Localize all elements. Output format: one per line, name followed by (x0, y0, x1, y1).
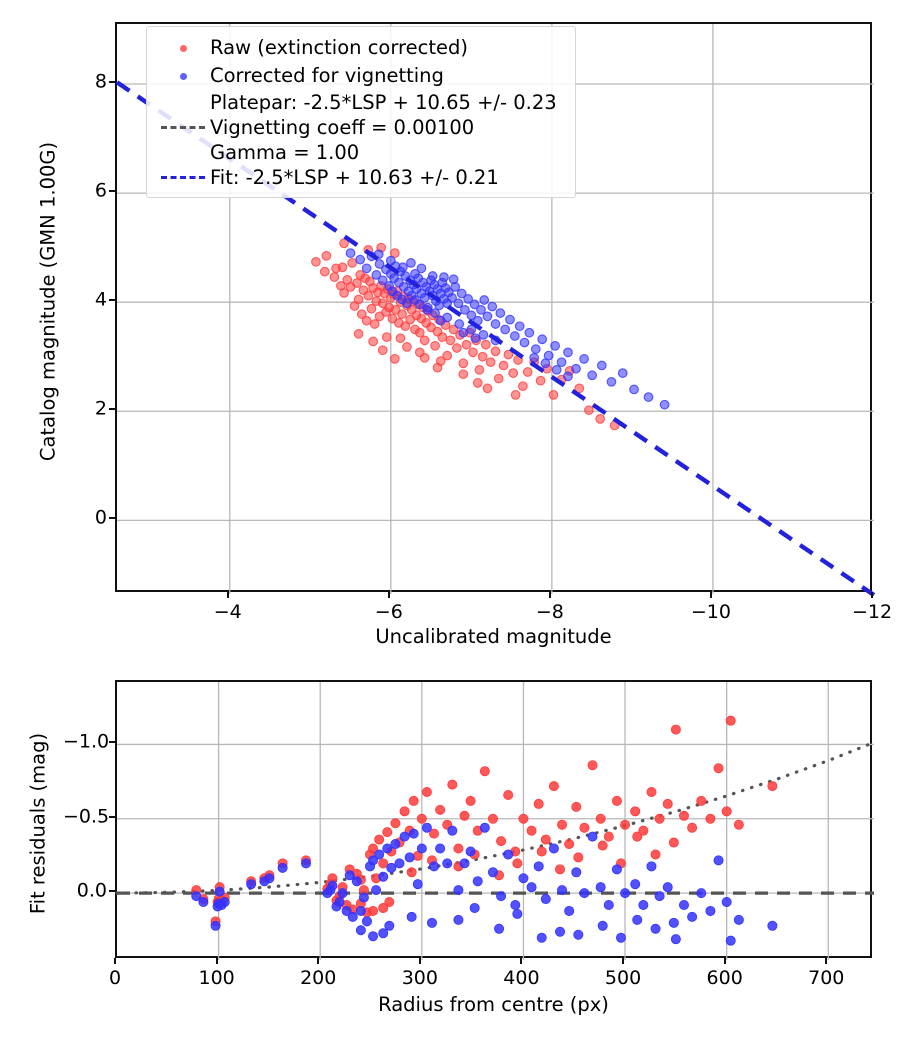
x-tick-label: 0 (108, 967, 122, 989)
legend-item-fit: Fit: -2.5*LSP + 10.63 +/- 0.21 (156, 165, 564, 190)
legend-marker-red-icon (156, 44, 210, 52)
y-tick-mark (109, 190, 115, 193)
residuals-x-axis-title: Radius from centre (px) (378, 993, 609, 1016)
y-tick-label: 0.0 (76, 879, 107, 902)
x-tick-label: −8 (535, 601, 564, 623)
legend-item-raw: Raw (extinction corrected) (156, 34, 564, 62)
legend-dashed-gray-icon (156, 126, 210, 129)
x-tick-label: −6 (374, 601, 403, 623)
y-tick-mark (109, 741, 115, 744)
x-tick-label: 100 (198, 967, 235, 989)
y-tick-label: 4 (94, 288, 107, 311)
x-tick-mark (520, 958, 523, 964)
y-tick-mark (109, 81, 115, 83)
x-tick-label: 700 (808, 967, 845, 989)
x-tick-label: −12 (851, 601, 893, 623)
y-tick-mark (109, 517, 115, 520)
legend-label-vignetting: Vignetting coeff = 0.00100 (210, 115, 475, 139)
legend-item-platepar: Platepar: -2.5*LSP + 10.65 +/- 0.23 (156, 90, 564, 115)
y-tick-label: 8 (94, 70, 107, 93)
y-tick-mark (109, 408, 115, 411)
legend-marker-blue-icon (156, 72, 210, 80)
x-tick-label: 600 (706, 967, 743, 989)
x-tick-label: −4 (213, 601, 242, 623)
y-tick-label: −1.0 (63, 730, 110, 753)
x-tick-label: 200 (300, 967, 337, 989)
x-tick-mark (871, 592, 873, 598)
x-tick-mark (418, 958, 421, 964)
x-tick-label: 300 (401, 967, 438, 989)
y-tick-mark (109, 890, 115, 893)
x-tick-mark (317, 958, 320, 964)
legend-label-corrected: Corrected for vignetting (210, 64, 444, 88)
legend-item-vignetting: Vignetting coeff = 0.00100 (156, 115, 564, 140)
calibration-legend: Raw (extinction corrected) Corrected for… (146, 26, 576, 198)
x-tick-label: 400 (503, 967, 540, 989)
legend-item-gamma: Gamma = 1.00 (156, 140, 564, 165)
legend-label-raw: Raw (extinction corrected) (210, 36, 468, 60)
series-corrected (191, 822, 778, 946)
x-tick-mark (709, 592, 712, 598)
legend-label-gamma: Gamma = 1.00 (210, 140, 360, 164)
x-tick-mark (723, 958, 726, 964)
legend-item-corrected: Corrected for vignetting (156, 62, 564, 90)
calibration-y-axis-title: Catalog magnitude (GMN 1.00G) (36, 141, 60, 462)
residuals-y-axis-title: Fit residuals (mag) (26, 732, 50, 915)
x-tick-label: −10 (690, 601, 731, 623)
residuals-plot-axes (115, 680, 874, 960)
x-tick-mark (226, 592, 229, 598)
x-tick-mark (387, 592, 390, 598)
y-tick-label: 0 (94, 506, 107, 529)
x-tick-mark (215, 958, 218, 964)
legend-label-platepar: Platepar: -2.5*LSP + 10.65 +/- 0.23 (210, 90, 557, 114)
legend-label-fit: Fit: -2.5*LSP + 10.63 +/- 0.21 (210, 165, 499, 189)
y-tick-mark (109, 815, 115, 818)
x-tick-mark (622, 958, 625, 964)
x-tick-mark (825, 958, 828, 964)
x-tick-mark (548, 592, 551, 598)
y-tick-label: 2 (94, 397, 107, 420)
y-tick-label: −0.5 (63, 805, 110, 828)
calibration-x-axis-title: Uncalibrated magnitude (375, 625, 612, 648)
x-tick-mark (114, 958, 116, 964)
y-tick-mark (109, 299, 115, 302)
x-tick-label: 500 (604, 967, 642, 989)
residuals-plot-canvas (115, 682, 874, 960)
y-tick-label: 6 (94, 179, 107, 202)
legend-dashed-blue-icon (156, 176, 210, 179)
